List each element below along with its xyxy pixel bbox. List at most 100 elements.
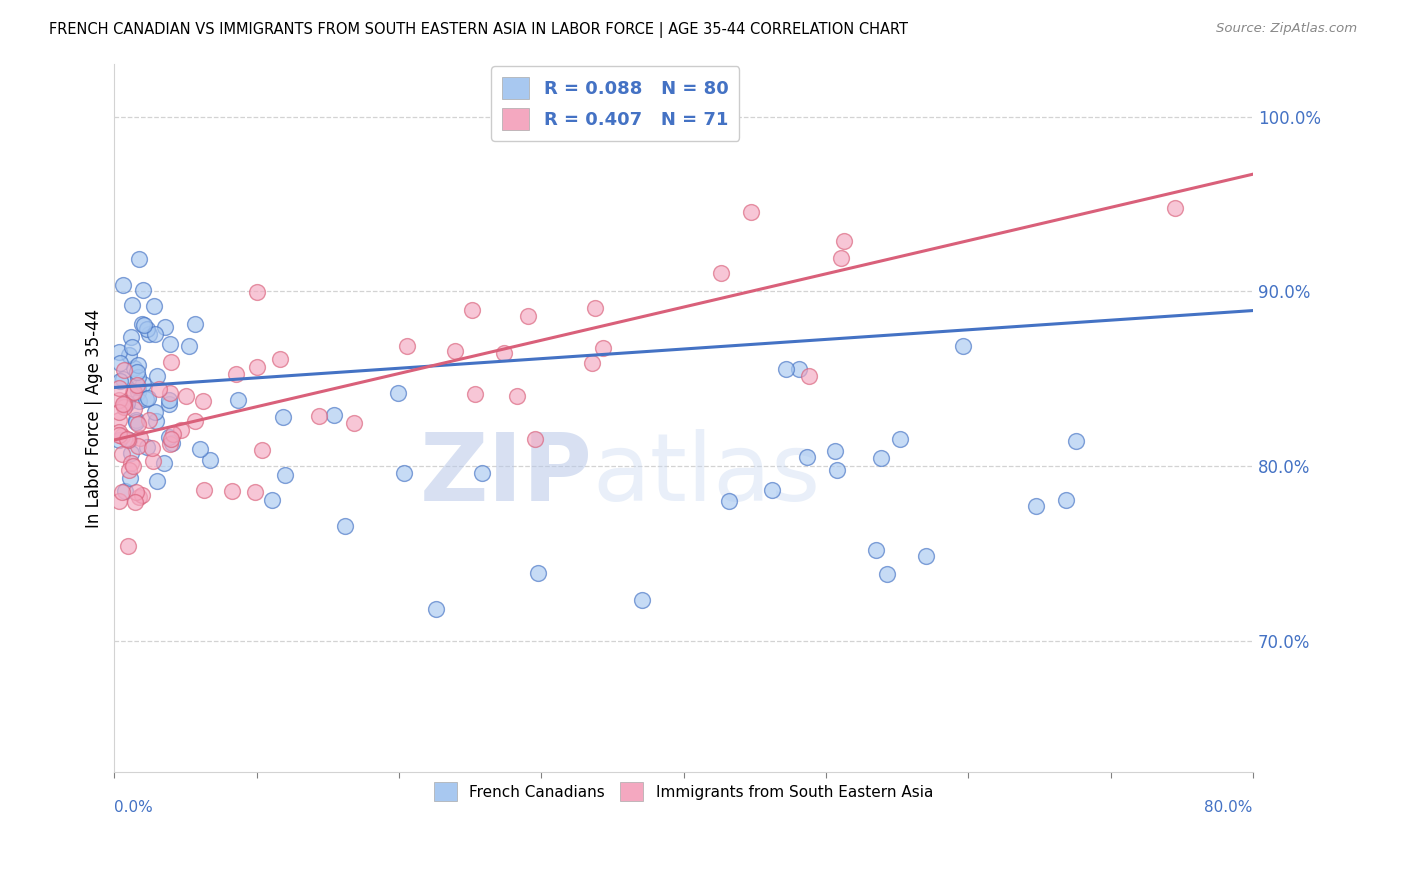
Text: atlas: atlas: [592, 429, 821, 521]
Point: [120, 456, 142, 470]
Point: [271, 410, 294, 425]
Point: [825, 463, 848, 477]
Point: [523, 432, 546, 446]
Point: [193, 483, 215, 498]
Point: [143, 405, 166, 419]
Point: [162, 427, 184, 442]
Point: [129, 431, 152, 445]
Point: [107, 381, 129, 395]
Point: [118, 434, 141, 448]
Point: [110, 429, 132, 443]
Point: [876, 567, 898, 582]
Point: [142, 299, 165, 313]
Point: [796, 450, 818, 464]
Point: [112, 397, 135, 411]
Point: [461, 303, 484, 318]
Point: [824, 444, 846, 458]
Point: [160, 432, 183, 446]
Point: [135, 440, 157, 454]
Point: [121, 298, 143, 312]
Point: [107, 434, 129, 448]
Point: [118, 348, 141, 362]
Point: [516, 310, 538, 324]
Text: ZIP: ZIP: [419, 429, 592, 521]
Point: [107, 428, 129, 442]
Point: [787, 362, 810, 376]
Text: FRENCH CANADIAN VS IMMIGRANTS FROM SOUTH EASTERN ASIA IN LABOR FORCE | AGE 35-44: FRENCH CANADIAN VS IMMIGRANTS FROM SOUTH…: [49, 22, 908, 38]
Point: [160, 354, 183, 368]
Point: [111, 397, 134, 411]
Point: [1056, 493, 1078, 508]
Point: [138, 413, 160, 427]
Point: [117, 540, 139, 554]
Point: [111, 277, 134, 292]
Point: [395, 339, 418, 353]
Point: [111, 485, 134, 500]
Point: [260, 492, 283, 507]
Point: [152, 456, 174, 470]
Point: [122, 384, 145, 399]
Point: [120, 446, 142, 460]
Point: [138, 327, 160, 342]
Point: [492, 346, 515, 360]
Point: [952, 339, 974, 353]
Point: [107, 494, 129, 508]
Point: [131, 488, 153, 502]
Point: [246, 359, 269, 374]
Point: [125, 415, 148, 429]
Point: [889, 432, 911, 446]
Point: [131, 317, 153, 331]
Point: [157, 430, 180, 444]
Point: [159, 337, 181, 351]
Point: [225, 367, 247, 381]
Point: [120, 330, 142, 344]
Point: [581, 356, 603, 370]
Point: [869, 451, 891, 466]
Point: [322, 408, 344, 422]
Point: [143, 327, 166, 342]
Point: [118, 463, 141, 477]
Point: [159, 436, 181, 450]
Point: [832, 235, 855, 249]
Point: [120, 470, 142, 484]
Point: [250, 442, 273, 457]
Point: [246, 285, 269, 299]
Point: [107, 345, 129, 359]
Point: [115, 432, 138, 446]
Point: [127, 385, 149, 400]
Point: [127, 358, 149, 372]
Point: [124, 495, 146, 509]
Point: [108, 355, 131, 369]
Point: [198, 452, 221, 467]
Point: [1064, 434, 1087, 448]
Point: [1025, 499, 1047, 513]
Point: [159, 393, 181, 408]
Point: [114, 398, 136, 412]
Point: [865, 543, 887, 558]
Point: [160, 436, 183, 450]
Point: [121, 339, 143, 353]
Point: [226, 393, 249, 408]
Point: [135, 392, 157, 406]
Point: [127, 439, 149, 453]
Point: [761, 483, 783, 497]
Point: [114, 483, 136, 498]
Point: [631, 592, 654, 607]
Point: [135, 322, 157, 336]
Point: [343, 417, 366, 431]
Point: [717, 494, 740, 508]
Point: [141, 441, 163, 455]
Point: [170, 423, 193, 437]
Point: [506, 388, 529, 402]
Point: [122, 401, 145, 416]
Point: [471, 467, 494, 481]
Point: [127, 417, 149, 431]
Point: [191, 393, 214, 408]
Point: [583, 301, 606, 315]
Point: [127, 370, 149, 384]
Point: [122, 360, 145, 375]
Point: [269, 352, 291, 367]
Point: [799, 368, 821, 383]
Point: [710, 266, 733, 280]
Point: [107, 405, 129, 419]
